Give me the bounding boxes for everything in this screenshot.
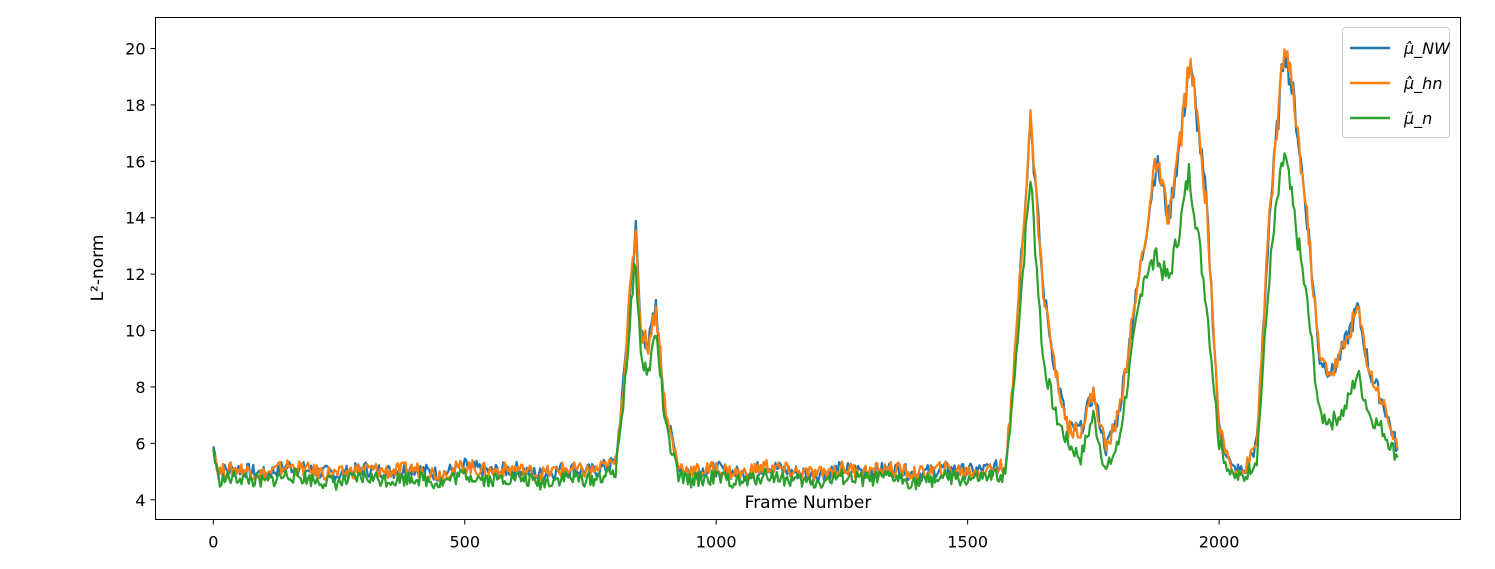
series-line-0 bbox=[212, 50, 1399, 483]
legend-label-0: μ̂_NW bbox=[1403, 39, 1451, 59]
plot-frame bbox=[155, 17, 1461, 520]
y-tick-label: 10 bbox=[125, 322, 145, 341]
series-line-2 bbox=[212, 152, 1399, 491]
y-tick-label: 8 bbox=[135, 378, 145, 397]
legend-box bbox=[1342, 27, 1450, 138]
y-tick-label: 20 bbox=[125, 40, 145, 59]
y-tick-label: 14 bbox=[125, 209, 145, 228]
x-tick-label: 2000 bbox=[1199, 533, 1240, 552]
y-tick-label: 6 bbox=[135, 434, 145, 453]
x-axis-label: Frame Number bbox=[745, 493, 872, 513]
x-tick-label: 1000 bbox=[696, 533, 737, 552]
plot-lines bbox=[212, 48, 1399, 491]
legend: μ̂_NW μ̂_hn μ̃_n bbox=[1342, 27, 1451, 138]
legend-label-2: μ̃_n bbox=[1403, 109, 1432, 129]
x-tick-label: 0 bbox=[208, 533, 218, 552]
y-axis-label: L²-norm bbox=[88, 235, 108, 302]
x-axis: 0 500 1000 1500 2000 bbox=[208, 519, 1240, 552]
y-tick-label: 16 bbox=[125, 152, 145, 171]
y-tick-label: 4 bbox=[135, 491, 145, 510]
y-tick-label: 18 bbox=[125, 96, 145, 115]
series-line-1 bbox=[212, 48, 1399, 483]
legend-label-1: μ̂_hn bbox=[1403, 74, 1442, 94]
x-tick-label: 1500 bbox=[947, 533, 988, 552]
x-tick-label: 500 bbox=[450, 533, 481, 552]
y-tick-label: 12 bbox=[125, 265, 145, 284]
y-axis: 4 6 8 10 12 14 16 18 20 bbox=[125, 40, 156, 510]
